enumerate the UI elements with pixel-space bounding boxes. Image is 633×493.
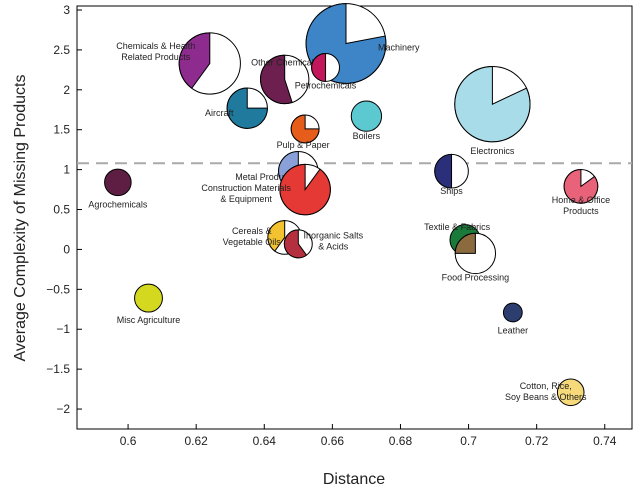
pie-slice (454, 232, 476, 254)
y-tick-label: 2 (63, 83, 70, 97)
x-tick-label: 0.64 (253, 434, 277, 448)
point-label: Agrochemicals (88, 199, 148, 209)
y-axis-title: Average Complexity of Missing Products (12, 75, 29, 362)
pie-slice (260, 54, 293, 105)
data-point: Other Chemicals (251, 54, 319, 105)
pie-slice (104, 168, 132, 197)
pie-slice (502, 302, 523, 323)
point-label: Related Products (121, 52, 191, 62)
x-tick-label: 0.72 (525, 434, 549, 448)
point-label: Petrochemicals (295, 80, 357, 90)
x-tick-label: 0.68 (389, 434, 413, 448)
pie-slice (454, 66, 531, 143)
pie-slice (350, 100, 383, 132)
pie-slice (226, 87, 268, 129)
pie-slice (178, 32, 211, 89)
y-tick-label: −1.5 (46, 362, 70, 376)
y-tick-label: 0 (63, 242, 70, 256)
point-label: Metal Products (235, 172, 296, 182)
point-label: Chemicals & Health (116, 41, 195, 51)
data-point: Agrochemicals (88, 168, 148, 209)
pie-slice (434, 153, 453, 189)
data-point: Misc Agriculture (117, 283, 181, 325)
data-point: Inorganic Salts& Acids (283, 229, 364, 259)
x-axis-title: Distance (323, 471, 385, 488)
axis-ticks: 0.6 0.62 0.64 0.66 0.68 0.7 0.72 0.74 −2 −1.5 −1 −0… (46, 3, 616, 448)
data-point: Petrochemicals (295, 53, 357, 90)
point-label: Inorganic Salts (304, 230, 364, 240)
data-point: Food Processing (442, 232, 510, 282)
point-label: Textile & Fabrics (424, 222, 491, 232)
point-label: & Equipment (220, 194, 272, 204)
point-label: Machinery (378, 43, 420, 53)
point-label: Boilers (353, 131, 381, 141)
point-label: Soy Beans & Others (505, 392, 587, 402)
y-tick-label: 1 (63, 163, 70, 177)
pie-slice (556, 378, 585, 407)
point-label: & Acids (318, 241, 349, 251)
pie-slice (283, 229, 308, 259)
data-point: Cereals &Vegetable Oils (223, 220, 303, 255)
y-tick-label: −1 (56, 322, 70, 336)
x-tick-label: 0.74 (593, 434, 617, 448)
y-tick-label: 0.5 (53, 203, 70, 217)
point-label: Ships (440, 186, 463, 196)
x-tick-label: 0.62 (184, 434, 208, 448)
pie-slice (290, 114, 320, 144)
y-tick-label: 3 (63, 3, 70, 17)
point-label: Leather (498, 325, 529, 335)
point-label: Pulp & Paper (277, 140, 330, 150)
x-tick-label: 0.7 (460, 434, 477, 448)
point-label: Products (563, 206, 599, 216)
y-tick-label: −0.5 (46, 282, 70, 296)
pie-slice (134, 283, 163, 313)
data-point: Electronics (454, 66, 531, 156)
point-label: Vegetable Oils (223, 237, 282, 247)
data-point: Boilers (350, 100, 383, 141)
point-label: Misc Agriculture (117, 315, 181, 325)
data-point: Ships (434, 153, 469, 196)
data-point: Pulp & Paper (277, 114, 330, 150)
point-label: Electronics (470, 146, 515, 156)
y-tick-label: −2 (56, 402, 70, 416)
point-label: Food Processing (442, 272, 510, 282)
pie-slice (279, 163, 331, 216)
point-label: Home & Office (552, 195, 610, 205)
point-label: Cereals & (232, 226, 272, 236)
data-point: Construction Materials& Equipment (201, 163, 331, 216)
x-tick-label: 0.6 (120, 434, 137, 448)
pie-slice (563, 169, 599, 204)
y-tick-label: 1.5 (53, 123, 70, 137)
point-label: Other Chemicals (251, 57, 319, 67)
point-label: Aircraft (205, 108, 234, 118)
point-label: Cotton, Rice, (520, 381, 572, 391)
pie-slice (311, 53, 327, 82)
point-label: Construction Materials (201, 183, 291, 193)
data-point: Cotton, Rice,Soy Beans & Others (505, 378, 587, 407)
pie-slice (267, 220, 286, 252)
data-point: Aircraft (205, 87, 268, 129)
x-tick-label: 0.66 (321, 434, 345, 448)
data-point: Leather (498, 302, 529, 335)
y-tick-label: 2.5 (53, 43, 70, 57)
